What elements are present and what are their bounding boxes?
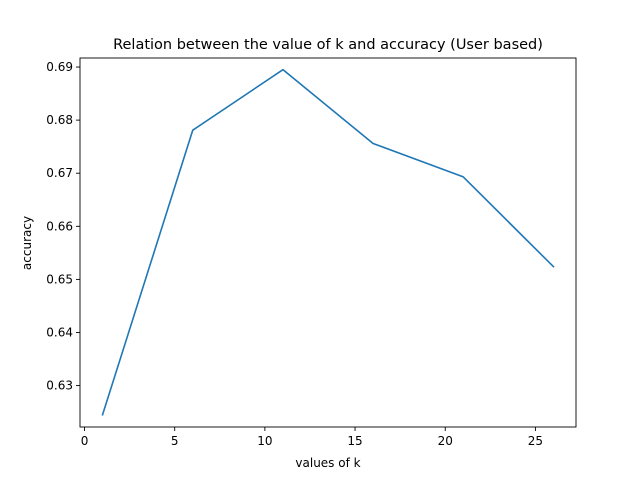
y-tick-label: 0.64 [46, 325, 73, 339]
y-tick-label: 0.63 [46, 379, 73, 393]
axes-frame [79, 57, 577, 428]
x-tick-label: 20 [438, 434, 453, 448]
y-tick-label: 0.66 [46, 219, 73, 233]
x-axis-label: values of k [295, 456, 360, 470]
x-tick-label: 0 [81, 434, 89, 448]
x-tick-label: 25 [528, 434, 543, 448]
y-tick-label: 0.65 [46, 272, 73, 286]
y-axis-label: accuracy [20, 216, 34, 270]
y-axis-ticks: 0.63 0.64 0.65 0.66 0.67 0.68 0.69 [46, 60, 80, 393]
chart-title: Relation between the value of k and accu… [113, 37, 543, 53]
y-tick-label: 0.67 [46, 166, 73, 180]
x-axis-ticks: 0 5 10 15 20 25 [81, 427, 543, 448]
series-line-0 [101, 68, 555, 416]
y-tick-label: 0.68 [46, 113, 73, 127]
plot-area [79, 57, 577, 428]
x-tick-label: 5 [171, 434, 179, 448]
x-tick-label: 10 [257, 434, 272, 448]
x-tick-label: 15 [347, 434, 362, 448]
y-tick-label: 0.69 [46, 60, 73, 74]
